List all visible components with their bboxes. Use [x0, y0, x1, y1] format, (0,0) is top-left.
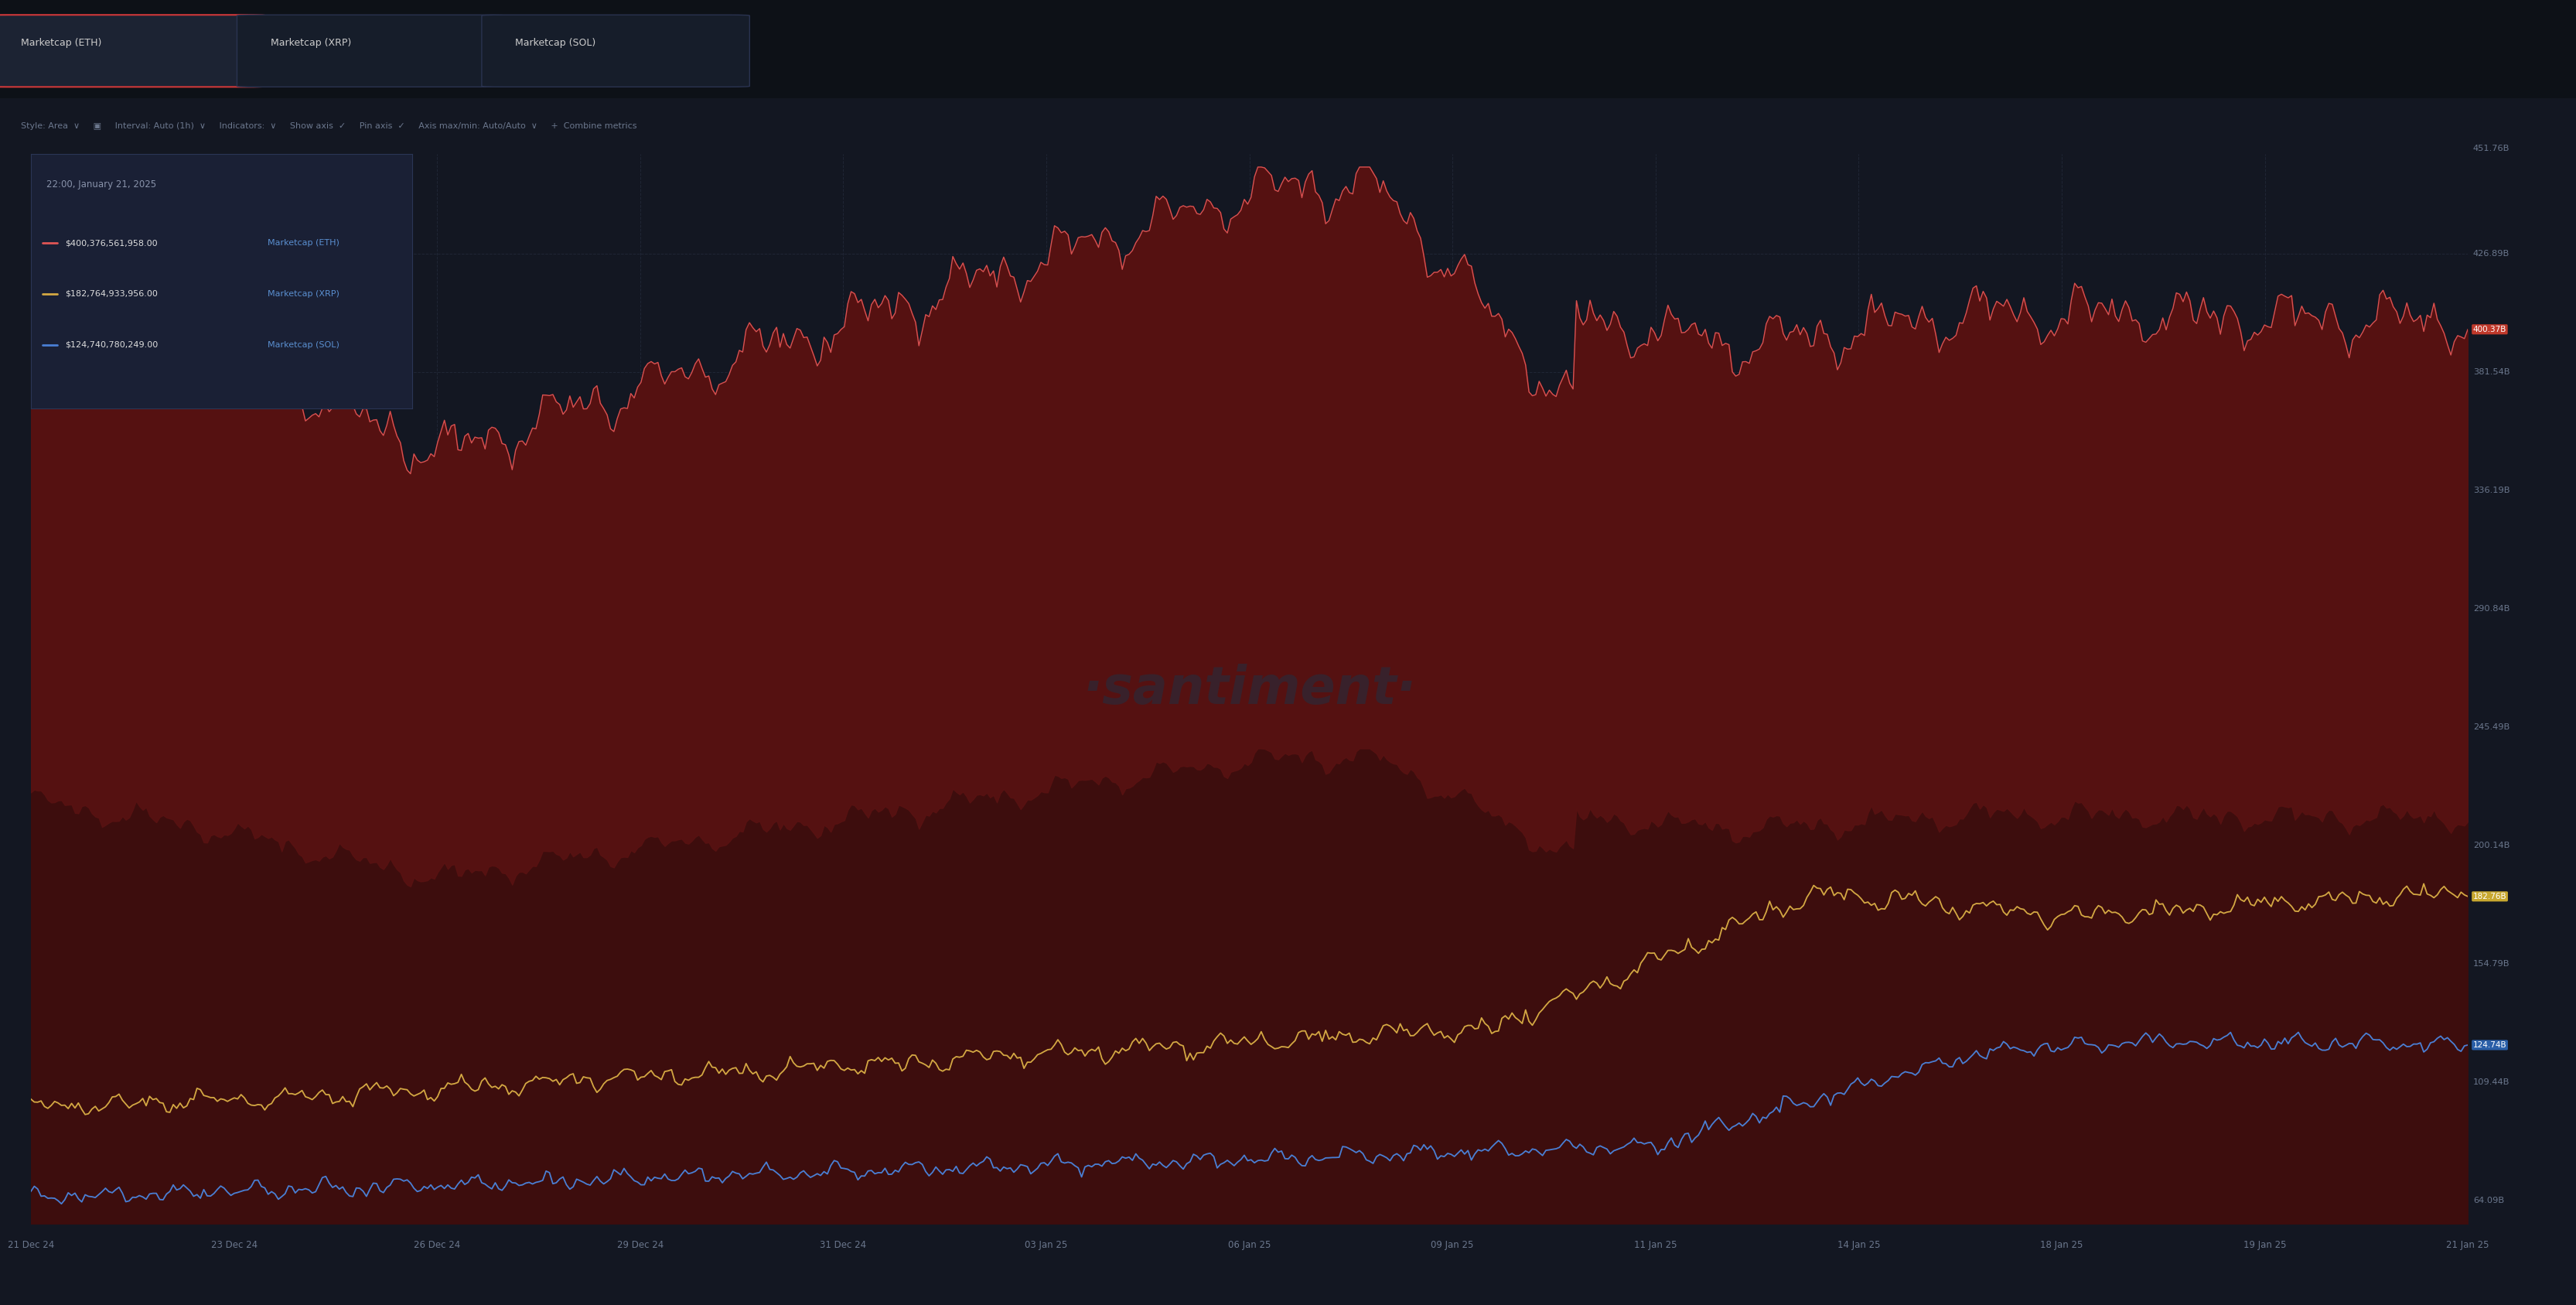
Text: ·santiment·: ·santiment· [1082, 663, 1417, 715]
Text: 11 Jan 25: 11 Jan 25 [1633, 1240, 1677, 1250]
Text: 154.79B: 154.79B [2473, 959, 2509, 967]
Text: 290.84B: 290.84B [2473, 604, 2509, 612]
Text: Marketcap (SOL): Marketcap (SOL) [268, 341, 340, 348]
Text: 245.49B: 245.49B [2473, 723, 2509, 731]
Text: 21 Dec 24: 21 Dec 24 [8, 1240, 54, 1250]
FancyBboxPatch shape [482, 14, 750, 87]
Text: 03 Jan 25: 03 Jan 25 [1025, 1240, 1066, 1250]
Text: 23 Dec 24: 23 Dec 24 [211, 1240, 258, 1250]
Text: 19 Jan 25: 19 Jan 25 [2244, 1240, 2285, 1250]
FancyBboxPatch shape [0, 14, 265, 87]
Text: 18 Jan 25: 18 Jan 25 [2040, 1240, 2084, 1250]
Text: 22:00, January 21, 2025: 22:00, January 21, 2025 [46, 180, 157, 189]
Text: 400.37B: 400.37B [2473, 325, 2506, 333]
Text: 381.54B: 381.54B [2473, 368, 2509, 376]
Text: Marketcap (ETH): Marketcap (ETH) [268, 239, 340, 247]
Text: 200.14B: 200.14B [2473, 842, 2509, 850]
Text: Marketcap (ETH): Marketcap (ETH) [21, 38, 100, 48]
Text: 109.44B: 109.44B [2473, 1078, 2509, 1086]
Text: 21 Jan 25: 21 Jan 25 [2447, 1240, 2488, 1250]
Text: 451.76B: 451.76B [2473, 145, 2509, 153]
Text: 31 Dec 24: 31 Dec 24 [819, 1240, 866, 1250]
Text: Marketcap (SOL): Marketcap (SOL) [515, 38, 595, 48]
Text: 14 Jan 25: 14 Jan 25 [1837, 1240, 1880, 1250]
FancyBboxPatch shape [237, 14, 505, 87]
Text: 64.09B: 64.09B [2473, 1197, 2504, 1205]
Text: Marketcap (XRP): Marketcap (XRP) [270, 38, 350, 48]
Text: 09 Jan 25: 09 Jan 25 [1432, 1240, 1473, 1250]
Text: 124.74B: 124.74B [2473, 1041, 2506, 1049]
Text: 182.76B: 182.76B [2473, 893, 2506, 900]
Text: 336.19B: 336.19B [2473, 487, 2509, 495]
Text: Marketcap (XRP): Marketcap (XRP) [268, 290, 340, 298]
Text: 426.89B: 426.89B [2473, 249, 2509, 257]
Text: 06 Jan 25: 06 Jan 25 [1229, 1240, 1270, 1250]
Text: $400,376,561,958.00: $400,376,561,958.00 [64, 239, 157, 247]
Text: $124,740,780,249.00: $124,740,780,249.00 [64, 341, 157, 348]
Text: $182,764,933,956.00: $182,764,933,956.00 [64, 290, 157, 298]
Text: 26 Dec 24: 26 Dec 24 [415, 1240, 461, 1250]
Text: Style: Area  ∨     ▣     Interval: Auto (1h)  ∨     Indicators:  ∨     Show axis: Style: Area ∨ ▣ Interval: Auto (1h) ∨ In… [21, 123, 636, 129]
Text: 29 Dec 24: 29 Dec 24 [616, 1240, 665, 1250]
